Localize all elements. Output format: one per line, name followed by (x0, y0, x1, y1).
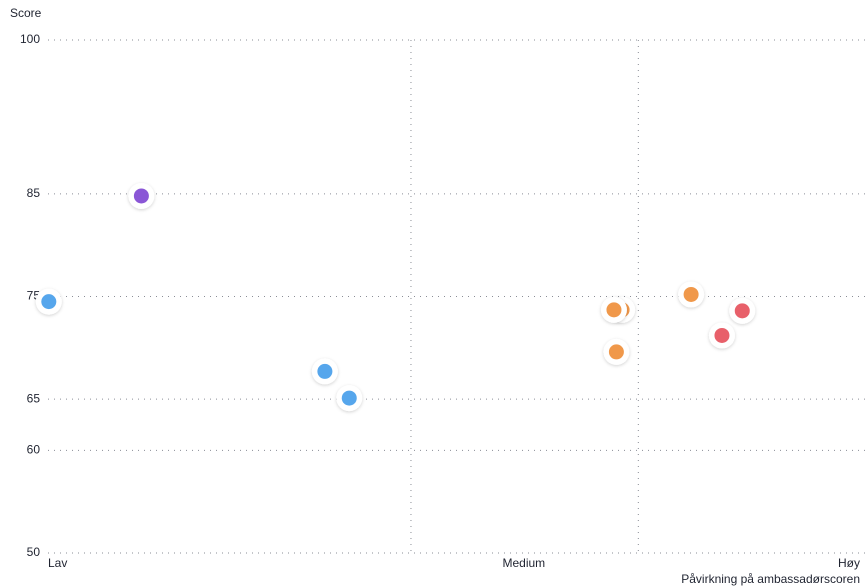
x-tick-label: Lav (48, 556, 67, 570)
x-tick-label: Høy (838, 556, 860, 570)
y-tick-label: 50 (27, 545, 41, 559)
y-tick-label: 100 (20, 32, 40, 46)
y-tick-label: 65 (27, 391, 41, 405)
point (341, 390, 357, 406)
point (683, 286, 699, 302)
point (608, 344, 624, 360)
point (317, 363, 333, 379)
x-axis-label: Påvirkning på ambassadørscoren (681, 572, 860, 586)
y-axis-label: Score (10, 6, 42, 20)
y-tick-label: 85 (27, 186, 41, 200)
x-tick-label: Medium (502, 556, 545, 570)
point (734, 303, 750, 319)
y-tick-label: 60 (27, 443, 41, 457)
point (133, 188, 149, 204)
point (606, 302, 622, 318)
point (714, 327, 730, 343)
point (41, 294, 57, 310)
